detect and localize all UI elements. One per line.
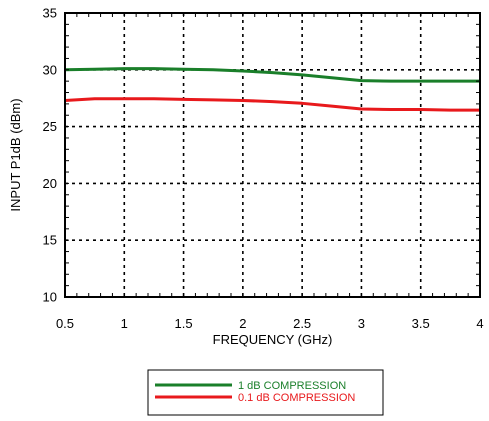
- legend-box: [147, 369, 384, 416]
- y-tick-label: 20: [43, 176, 57, 191]
- y-tick-label: 15: [43, 233, 57, 248]
- x-tick-label: 4: [476, 316, 483, 331]
- x-tick-label: 3: [358, 316, 365, 331]
- series-line-0: [64, 67, 480, 83]
- x-tick-label: 1: [121, 316, 128, 331]
- x-tick-label: 1.5: [175, 316, 193, 331]
- grid-lines: [65, 13, 480, 297]
- x-tick-label: 3.5: [412, 316, 430, 331]
- plot-series: [64, 67, 480, 112]
- y-tick-label: 30: [43, 62, 57, 77]
- x-tick-label: 2: [239, 316, 246, 331]
- x-tick-label: 0.5: [56, 316, 74, 331]
- y-tick-label: 10: [43, 290, 57, 305]
- legend-label-1db: 1 dB COMPRESSION: [238, 380, 346, 392]
- legend: 1 dB COMPRESSION 0.1 dB COMPRESSION: [147, 369, 384, 416]
- tick-labels: 0.5 1 1.5 2 2.5 3 3.5 4 10 15 20 25 30 35: [43, 6, 484, 332]
- plot-frame: [64, 12, 481, 298]
- y-axis-title: INPUT P1dB (dBm): [8, 98, 23, 211]
- y-tick-label: 35: [43, 6, 57, 21]
- x-axis-title: FREQUENCY (GHz): [213, 332, 333, 347]
- x-tick-label: 2.5: [293, 316, 311, 331]
- legend-label-0-1db: 0.1 dB COMPRESSION: [238, 392, 355, 404]
- y-tick-label: 25: [43, 119, 57, 134]
- axis-ticks: [64, 12, 481, 298]
- series-line-1: [64, 97, 480, 112]
